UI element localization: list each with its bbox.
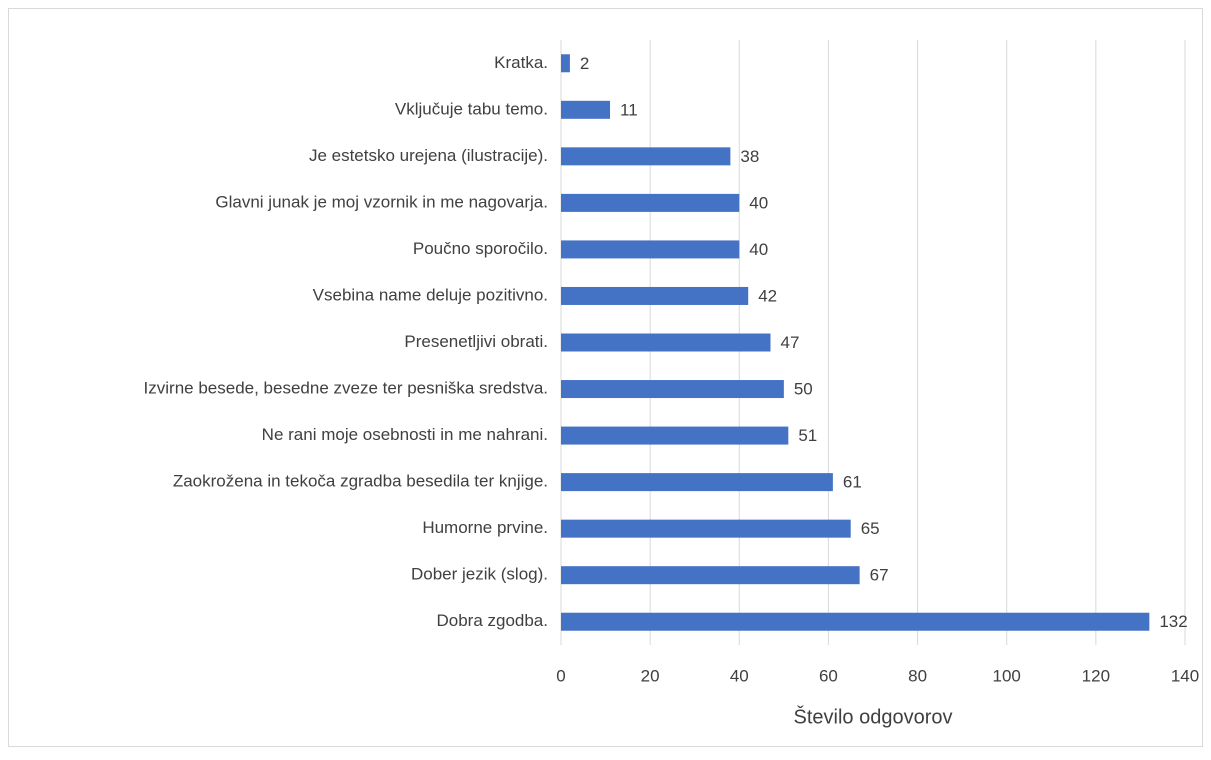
bar [561,380,784,399]
value-label: 42 [758,286,777,305]
y-tick-label: Vključuje tabu temo. [395,99,548,118]
y-tick-label: Izvirne besede, besedne zveze ter pesniš… [144,379,548,398]
y-tick-label: Kratka. [494,53,548,72]
bar [561,193,740,212]
y-tick-label: Presenetljivi obrati. [404,332,548,351]
value-label: 40 [749,193,768,212]
bar [561,566,860,585]
value-label: 65 [861,519,880,538]
value-label: 67 [870,566,889,585]
x-tick-label: 120 [1082,666,1110,685]
value-label: 2 [580,54,589,73]
x-tick-label: 20 [641,666,660,685]
value-label: 38 [740,147,759,166]
value-label: 11 [620,100,638,119]
y-tick-label: Zaokrožena in tekoča zgradba besedila te… [173,472,548,491]
bar [561,54,570,73]
y-tick-label: Dober jezik (slog). [411,565,548,584]
y-tick-label: Humorne prvine. [422,518,548,537]
y-tick-label: Poučno sporočilo. [413,239,548,258]
chart-border [8,8,1203,747]
bar [561,286,749,305]
bar [561,240,740,259]
x-tick-label: 100 [993,666,1021,685]
bar [561,147,731,166]
x-tick-label: 40 [730,666,749,685]
y-tick-label: Je estetsko urejena (ilustracije). [309,146,548,165]
value-label: 47 [780,333,799,352]
x-axis-label: Število odgovorov [794,705,953,728]
bar [561,519,851,538]
bar [561,100,611,119]
value-label: 51 [798,426,817,445]
y-tick-label: Dobra zgodba. [436,611,548,630]
value-label: 132 [1159,612,1187,631]
value-label: 40 [749,240,768,259]
value-label: 50 [794,380,813,399]
x-tick-label: 80 [908,666,927,685]
x-tick-label: 140 [1171,666,1199,685]
bar [561,473,833,492]
y-tick-label: Ne rani moje osebnosti in me nahrani. [262,425,548,444]
y-tick-label: Vsebina name deluje pozitivno. [313,285,548,304]
bar [561,333,771,352]
x-tick-label: 60 [819,666,838,685]
bar [561,426,789,445]
x-tick-label: 0 [556,666,565,685]
value-label: 61 [843,473,862,492]
bar [561,612,1150,631]
y-tick-label: Glavni junak je moj vzornik in me nagova… [215,192,548,211]
